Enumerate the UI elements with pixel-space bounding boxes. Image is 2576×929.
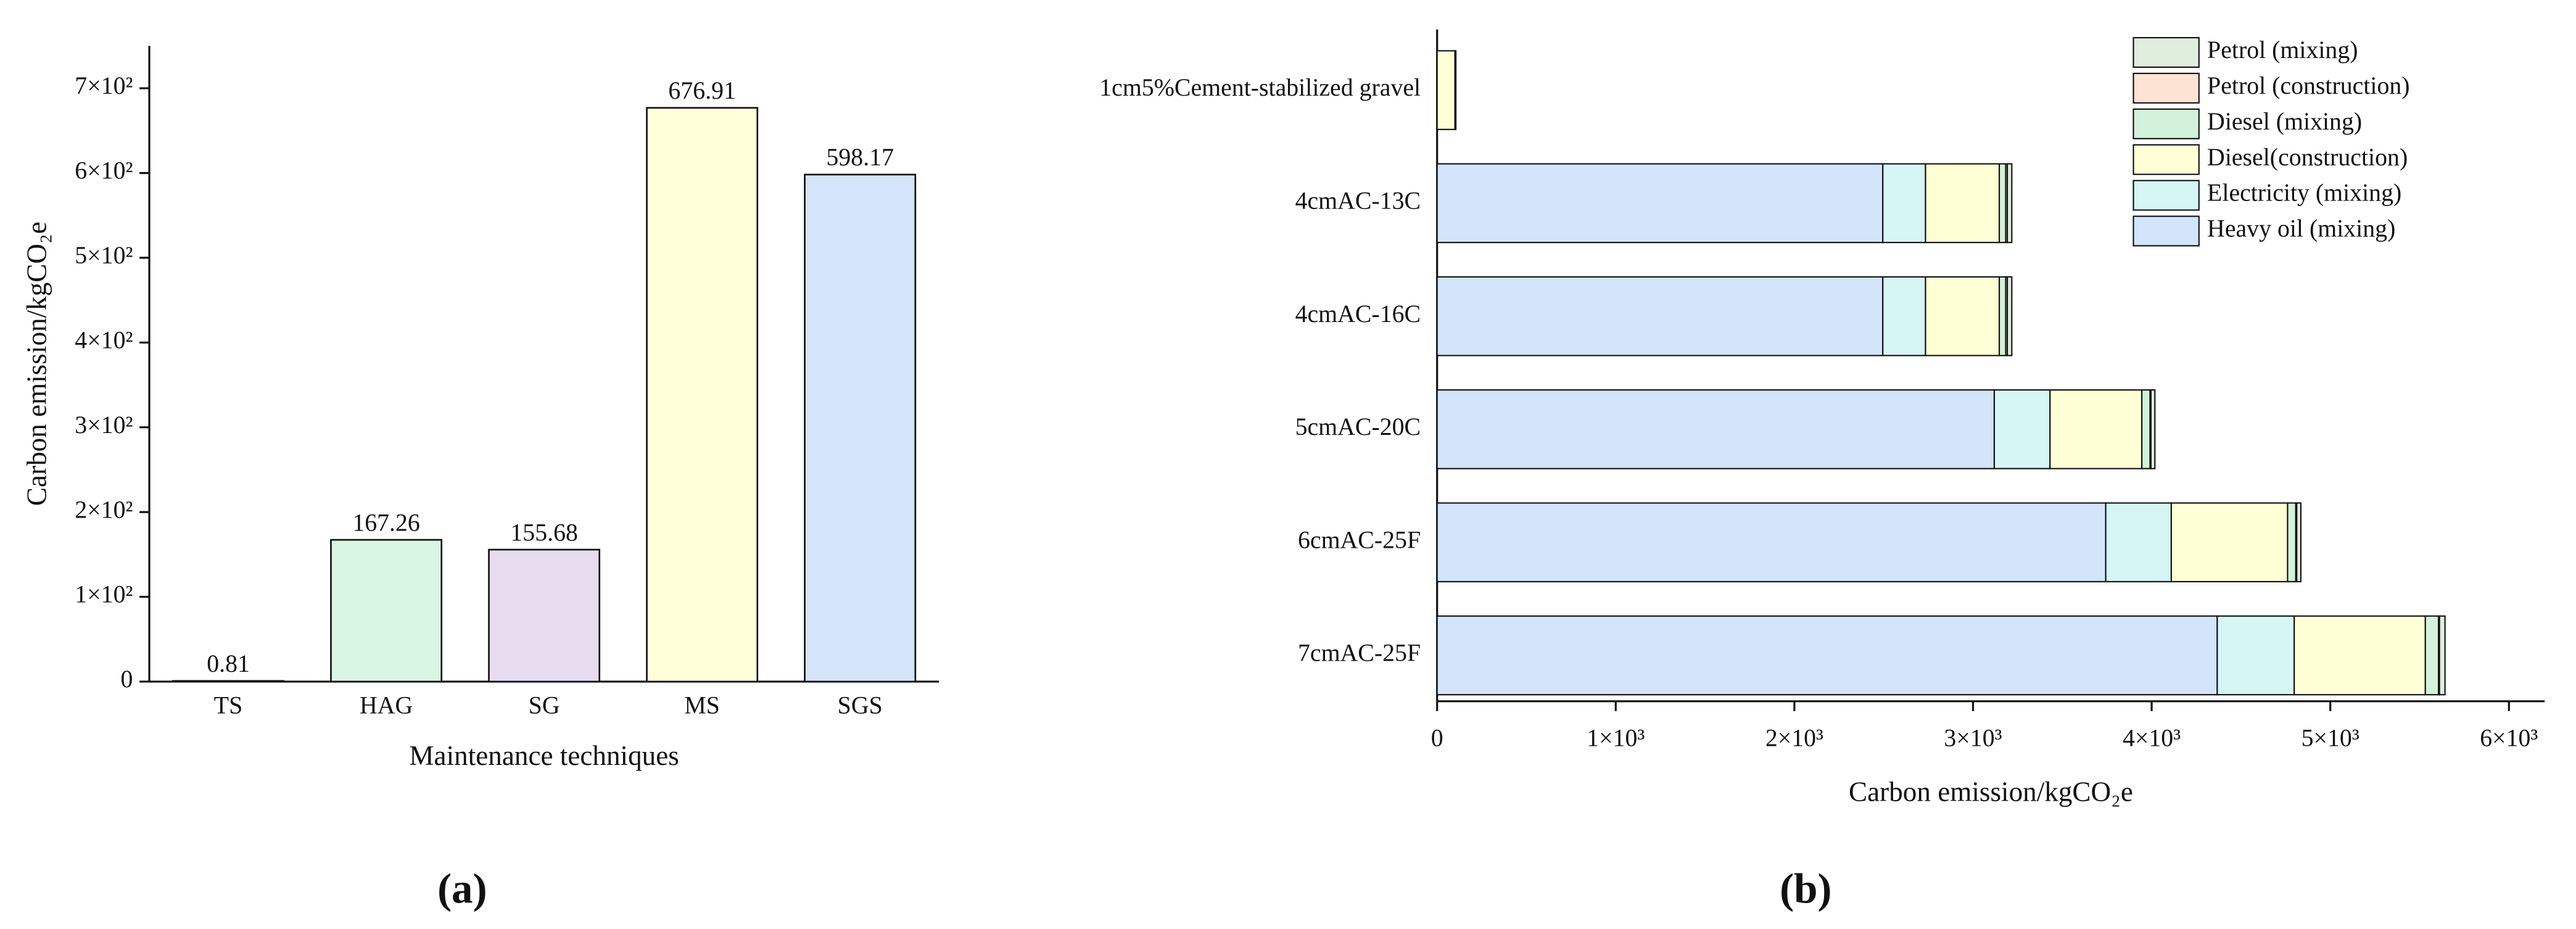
legend-label: Petrol (construction) — [2207, 72, 2410, 99]
legend-swatch — [2132, 215, 2200, 247]
legend-swatch — [2132, 180, 2200, 211]
value-label: 598.17 — [826, 143, 894, 171]
y-tick-label: 5cmAC-20C — [1295, 413, 1421, 440]
legend-swatch — [2132, 72, 2200, 104]
legend-label: Electricity (mixing) — [2207, 179, 2401, 207]
x-tick-label: 2×10³ — [1765, 724, 1823, 752]
bar-segment — [1436, 163, 1884, 244]
x-tick-label: 6×10³ — [2480, 724, 2538, 752]
legend-swatch — [2132, 37, 2200, 68]
bar — [330, 539, 443, 683]
bar-segment — [1925, 276, 2000, 357]
y-tick-label: 6×10² — [75, 157, 133, 184]
bar-segment — [1454, 50, 1457, 130]
bar-segment — [2105, 502, 2173, 582]
x-tick-label: SGS — [838, 692, 883, 719]
bar-segment — [1436, 50, 1456, 130]
bar-segment — [1436, 615, 2218, 696]
y-tick-label: 6cmAC-25F — [1298, 526, 1421, 553]
y-tick-label: 4×10² — [75, 326, 133, 353]
bar-segment — [1999, 163, 2007, 244]
value-label: 676.91 — [668, 76, 736, 104]
x-tick-label: MS — [684, 692, 720, 719]
bar — [488, 548, 601, 683]
bar-segment — [2170, 502, 2289, 582]
bar-segment — [2007, 276, 2013, 357]
x-tick-label: 0 — [1431, 724, 1443, 752]
y-tick-label: 1cm5%Cement-stabilized gravel — [1099, 73, 1421, 101]
bar-segment — [1882, 163, 1926, 244]
x-tick-label: HAG — [360, 692, 413, 719]
x-tick-label: 1×10³ — [1587, 724, 1645, 752]
y-tick-label: 5×10² — [75, 241, 133, 269]
x-tick-label: 5×10³ — [2301, 724, 2359, 752]
legend-label: Diesel(construction) — [2207, 143, 2408, 171]
legend-label: Heavy oil (mixing) — [2207, 215, 2395, 242]
bar-segment — [2007, 163, 2013, 244]
legend-swatch — [2132, 108, 2200, 139]
y-tick-label: 0 — [121, 665, 133, 693]
legend-swatch — [2132, 144, 2200, 175]
bar-segment — [1925, 163, 2000, 244]
bar-segment — [2150, 389, 2156, 469]
bar-segment — [2216, 615, 2295, 696]
bar-segment — [1436, 276, 1884, 357]
y-tick-label: 7×10² — [75, 72, 133, 99]
x-axis-title: Maintenance techniques — [409, 740, 679, 771]
bar-segment — [2141, 389, 2151, 469]
bar — [172, 680, 284, 683]
panel-label: (a) — [437, 864, 487, 912]
bar-segment — [1436, 502, 2107, 582]
bar-segment — [2424, 615, 2440, 696]
y-tick-label: 4cmAC-13C — [1295, 186, 1421, 214]
x-axis-title: Carbon emission/kgCO₂e — [1849, 777, 2133, 807]
y-axis-title: Carbon emission/kgCO₂e — [21, 221, 52, 506]
panel-label: (b) — [1780, 864, 1831, 912]
bar — [646, 107, 759, 683]
bar-segment — [1436, 389, 1996, 469]
x-tick-label: TS — [214, 692, 242, 719]
bar-segment — [2293, 615, 2426, 696]
bar — [804, 173, 917, 683]
x-tick-label: 4×10³ — [2123, 724, 2181, 752]
bar-segment — [1882, 276, 1926, 357]
y-tick-label: 7cmAC-25F — [1298, 639, 1421, 667]
y-tick-label: 4cmAC-16C — [1295, 300, 1421, 328]
bar-segment — [2287, 502, 2297, 582]
bar-segment — [1993, 389, 2051, 469]
value-label: 167.26 — [352, 508, 420, 536]
x-tick-label: SG — [529, 692, 560, 719]
y-tick-label: 1×10² — [75, 580, 133, 608]
y-tick-label: 2×10² — [75, 495, 133, 523]
bar-segment — [2049, 389, 2143, 469]
bar-segment — [2438, 615, 2446, 696]
x-tick-label: 3×10³ — [1944, 724, 2002, 752]
y-tick-label: 3×10² — [75, 411, 133, 439]
bar-segment — [2296, 502, 2301, 582]
value-label: 0.81 — [207, 650, 250, 677]
legend-label: Diesel (mixing) — [2207, 107, 2362, 135]
value-label: 155.68 — [510, 518, 578, 546]
legend-label: Petrol (mixing) — [2207, 36, 2358, 64]
bar-segment — [1999, 276, 2007, 357]
